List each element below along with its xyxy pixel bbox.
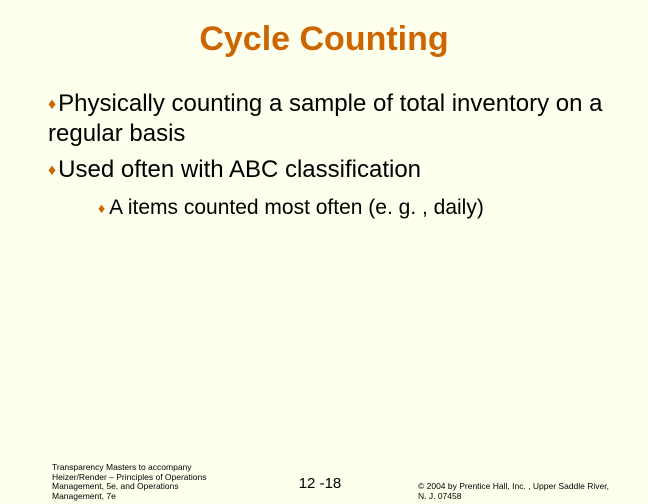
bullet-item: ♦Physically counting a sample of total i…	[48, 89, 618, 149]
sub-bullet-text: A items counted most often (e. g. , dail…	[109, 196, 484, 219]
bullet-text: Used often with ABC classification	[58, 156, 421, 183]
diamond-icon: ♦	[48, 96, 58, 113]
bullet-item: ♦Used often with ABC classification	[48, 155, 618, 185]
footer: Transparency Masters to accompany Heizer…	[0, 463, 648, 502]
diamond-icon: ♦	[98, 200, 109, 216]
body-content: ♦Physically counting a sample of total i…	[0, 89, 648, 221]
sub-bullet-group: ♦A items counted most often (e. g. , dai…	[48, 195, 618, 221]
sub-bullet-item: ♦A items counted most often (e. g. , dai…	[98, 195, 618, 221]
diamond-icon: ♦	[48, 162, 58, 179]
slide: Cycle Counting ♦Physically counting a sa…	[0, 0, 648, 504]
page-number: 12 -18	[299, 475, 342, 502]
slide-title: Cycle Counting	[0, 0, 648, 89]
copyright-text: © 2004 by Prentice Hall, Inc. , Upper Sa…	[418, 482, 618, 502]
bullet-text: Physically counting a sample of total in…	[48, 90, 602, 147]
footer-left-text: Transparency Masters to accompany Heizer…	[52, 463, 222, 502]
